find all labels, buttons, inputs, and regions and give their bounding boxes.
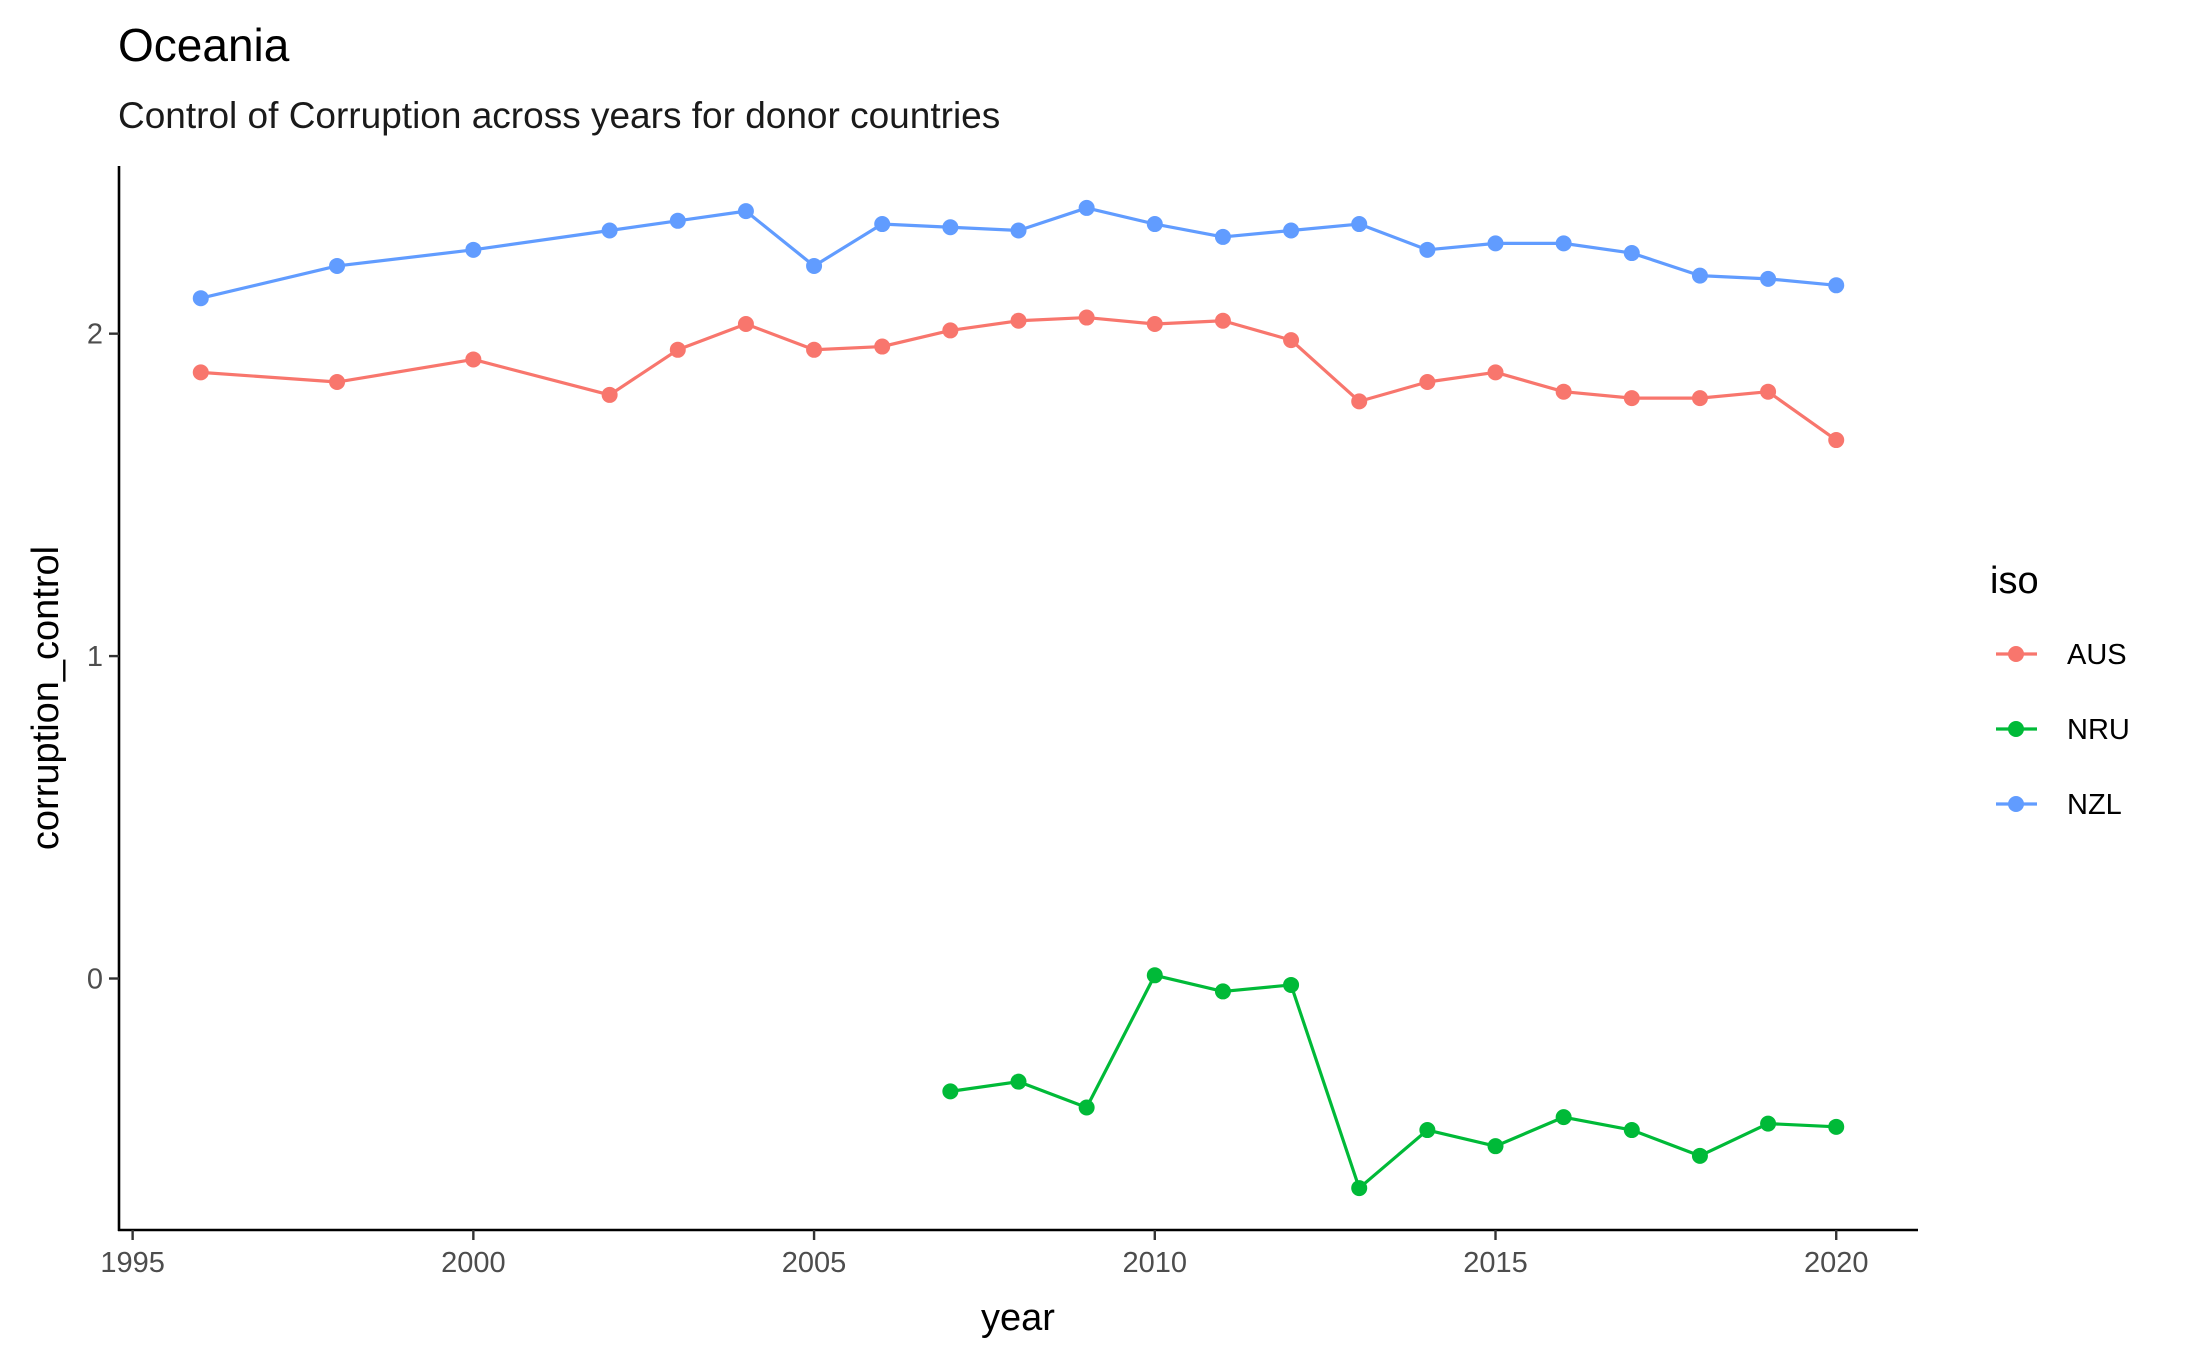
x-tick-label-2020: 2020 — [1804, 1247, 1869, 1279]
data-point-aus-1998 — [329, 374, 346, 391]
legend-key-point-aus — [2008, 646, 2024, 662]
data-point-nzl-2011 — [1214, 228, 1231, 245]
data-point-nzl-2015 — [1487, 235, 1504, 252]
data-point-aus-2005 — [806, 341, 823, 358]
data-point-nru-2008 — [1010, 1073, 1027, 1090]
data-point-nzl-2017 — [1623, 245, 1640, 262]
data-point-nzl-2020 — [1828, 277, 1845, 294]
y-tick-label-2: 2 — [87, 319, 103, 351]
data-point-aus-2008 — [1010, 312, 1027, 329]
data-point-nru-2016 — [1555, 1109, 1572, 1126]
legend-title: iso — [1990, 560, 2039, 602]
data-point-nru-2010 — [1146, 967, 1163, 984]
data-point-nru-2012 — [1283, 976, 1300, 993]
data-point-aus-2004 — [737, 315, 754, 332]
data-point-nzl-1998 — [329, 257, 346, 274]
data-point-nru-2007 — [942, 1083, 959, 1100]
chart-subtitle: Control of Corruption across years for d… — [118, 95, 1000, 136]
x-tick-label-2010: 2010 — [1123, 1247, 1188, 1279]
data-point-aus-2014 — [1419, 374, 1436, 391]
data-point-aus-2011 — [1214, 312, 1231, 329]
data-point-aus-2000 — [465, 351, 482, 368]
data-point-nzl-2004 — [737, 203, 754, 220]
data-point-nzl-2002 — [601, 222, 618, 239]
y-tick-label-1: 1 — [87, 641, 103, 673]
data-point-aus-2012 — [1283, 332, 1300, 349]
x-axis-title: year — [981, 1297, 1055, 1339]
data-point-aus-2010 — [1146, 315, 1163, 332]
data-point-nzl-2010 — [1146, 216, 1163, 233]
data-point-nzl-2006 — [874, 216, 891, 233]
chart-title: Oceania — [118, 19, 290, 71]
x-tick-label-1995: 1995 — [100, 1247, 165, 1279]
data-point-nru-2013 — [1351, 1180, 1368, 1197]
legend-label-nru: NRU — [2067, 714, 2130, 746]
data-point-nzl-2007 — [942, 219, 959, 236]
data-point-nzl-2000 — [465, 241, 482, 258]
legend: iso AUS NRU NZL — [1990, 560, 2130, 821]
plot-area — [192, 199, 1845, 1197]
series-line-aus — [200, 315, 1838, 442]
legend-label-nzl: NZL — [2067, 789, 2122, 821]
data-point-nzl-2019 — [1760, 270, 1777, 287]
x-tick-label-2015: 2015 — [1463, 1247, 1528, 1279]
data-point-aus-2019 — [1760, 383, 1777, 400]
data-point-aus-2015 — [1487, 364, 1504, 381]
x-axis-ticks: 1995 2000 2005 2010 2015 2020 — [100, 1230, 1868, 1279]
data-point-nzl-2014 — [1419, 241, 1436, 258]
series-layer — [192, 199, 1845, 1197]
data-point-nzl-2012 — [1283, 222, 1300, 239]
data-point-nru-2009 — [1078, 1099, 1095, 1116]
legend-key-point-nzl — [2008, 796, 2024, 812]
data-point-nru-2017 — [1623, 1122, 1640, 1139]
data-point-aus-2007 — [942, 322, 959, 339]
series-nru — [942, 967, 1845, 1197]
legend-label-aus: AUS — [2067, 639, 2127, 671]
data-point-aus-2009 — [1078, 309, 1095, 326]
series-line-nru — [950, 973, 1837, 1190]
y-tick-label-0: 0 — [87, 964, 103, 996]
legend-item-nru: NRU — [1996, 714, 2130, 746]
data-point-aus-2006 — [874, 338, 891, 355]
data-point-aus-2018 — [1691, 390, 1708, 407]
data-point-aus-2013 — [1351, 393, 1368, 410]
series-line-nzl — [200, 206, 1837, 300]
legend-item-aus: AUS — [1996, 639, 2127, 671]
data-point-aus-2002 — [601, 386, 618, 403]
y-axis-ticks: 0 1 2 — [87, 319, 119, 996]
data-point-aus-2003 — [669, 341, 686, 358]
data-point-nzl-2005 — [806, 257, 823, 274]
data-point-nzl-2016 — [1555, 235, 1572, 252]
legend-item-nzl: NZL — [1996, 789, 2122, 821]
data-point-nru-2020 — [1828, 1118, 1845, 1135]
series-nzl — [192, 199, 1845, 307]
series-aus — [192, 309, 1845, 449]
data-point-nru-2011 — [1214, 983, 1231, 1000]
data-point-nzl-2009 — [1078, 199, 1095, 216]
legend-key-point-nru — [2008, 721, 2024, 737]
data-point-nzl-2003 — [669, 212, 686, 229]
data-point-aus-1996 — [192, 364, 209, 381]
data-point-aus-2017 — [1623, 390, 1640, 407]
data-point-nru-2014 — [1419, 1122, 1436, 1139]
data-point-nzl-2008 — [1010, 222, 1027, 239]
data-point-aus-2020 — [1828, 432, 1845, 449]
data-point-nru-2015 — [1487, 1138, 1504, 1155]
data-point-nzl-1996 — [192, 290, 209, 307]
data-point-nru-2019 — [1760, 1115, 1777, 1132]
data-point-nru-2018 — [1691, 1147, 1708, 1164]
x-tick-label-2000: 2000 — [441, 1247, 506, 1279]
x-tick-label-2005: 2005 — [782, 1247, 847, 1279]
y-axis-title: corruption_control — [25, 546, 67, 850]
data-point-aus-2016 — [1555, 383, 1572, 400]
data-point-nzl-2018 — [1691, 267, 1708, 284]
data-point-nzl-2013 — [1351, 216, 1368, 233]
